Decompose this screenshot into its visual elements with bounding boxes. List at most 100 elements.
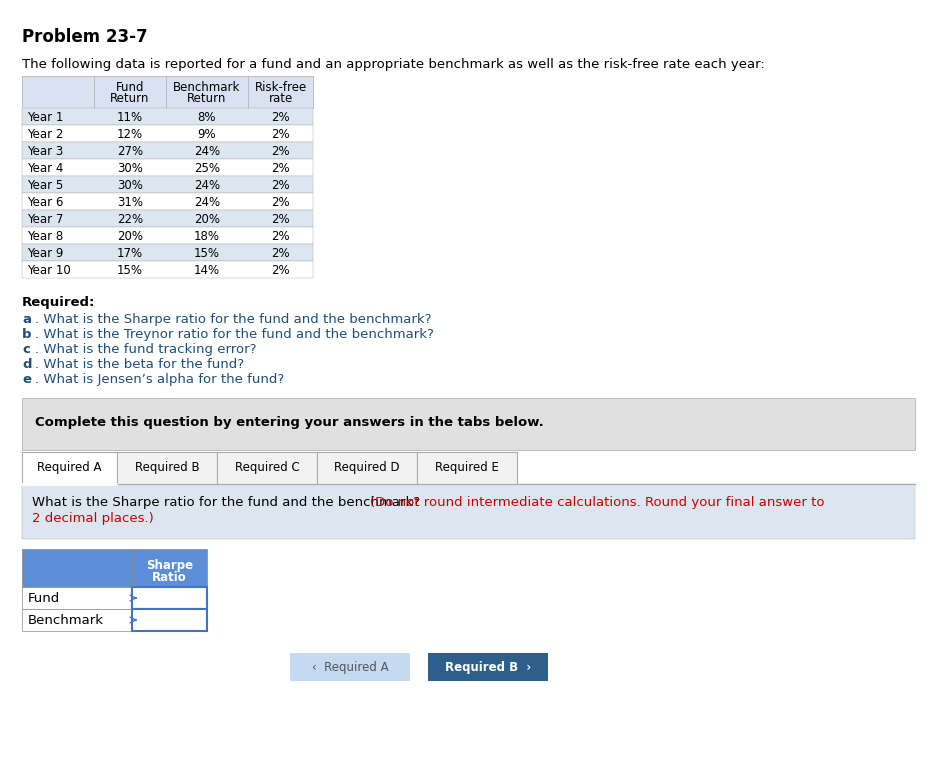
Text: . What is the fund tracking error?: . What is the fund tracking error?: [35, 343, 256, 356]
Text: Year 8: Year 8: [27, 230, 64, 243]
Text: 25%: 25%: [194, 162, 220, 175]
Text: 24%: 24%: [194, 145, 220, 158]
Bar: [428, 653, 548, 681]
Bar: [317, 452, 417, 484]
Text: 14%: 14%: [194, 264, 220, 277]
Text: b: b: [22, 328, 32, 341]
Bar: [22, 193, 313, 210]
Text: 20%: 20%: [117, 230, 143, 243]
Bar: [22, 227, 313, 244]
Text: 17%: 17%: [117, 247, 143, 260]
Bar: [23, 482, 116, 484]
Text: 2%: 2%: [271, 111, 290, 124]
Text: Year 2: Year 2: [27, 128, 64, 141]
Text: Required B: Required B: [135, 461, 199, 475]
Bar: [22, 484, 915, 539]
Bar: [290, 653, 410, 681]
Bar: [22, 176, 313, 193]
Text: 15%: 15%: [194, 247, 220, 260]
Text: a: a: [22, 313, 31, 326]
Text: (Do not round intermediate calculations. Round your final answer to: (Do not round intermediate calculations.…: [370, 496, 825, 509]
Text: Benchmark: Benchmark: [173, 81, 241, 94]
Bar: [22, 142, 313, 159]
Text: 24%: 24%: [194, 196, 220, 209]
Text: 22%: 22%: [117, 213, 143, 226]
Text: Year 9: Year 9: [27, 247, 64, 260]
Text: Required:: Required:: [22, 296, 95, 309]
Text: 20%: 20%: [194, 213, 220, 226]
Text: Year 6: Year 6: [27, 196, 64, 209]
Text: 2%: 2%: [271, 247, 290, 260]
Bar: [22, 108, 313, 125]
Text: Year 1: Year 1: [27, 111, 64, 124]
Text: Ratio: Ratio: [153, 571, 187, 584]
Text: Required B  ›: Required B ›: [445, 660, 531, 673]
Bar: [22, 261, 313, 278]
Text: 15%: 15%: [117, 264, 143, 277]
Text: . What is the Treynor ratio for the fund and the benchmark?: . What is the Treynor ratio for the fund…: [35, 328, 434, 341]
Bar: [22, 210, 313, 227]
Text: c: c: [22, 343, 30, 356]
Text: 2%: 2%: [271, 230, 290, 243]
Text: 30%: 30%: [117, 179, 143, 192]
Text: 18%: 18%: [194, 230, 220, 243]
Bar: [217, 452, 317, 484]
Text: 11%: 11%: [117, 111, 143, 124]
Text: 30%: 30%: [117, 162, 143, 175]
Text: . What is the beta for the fund?: . What is the beta for the fund?: [35, 358, 244, 371]
Text: . What is the Sharpe ratio for the fund and the benchmark?: . What is the Sharpe ratio for the fund …: [35, 313, 431, 326]
Text: 24%: 24%: [194, 179, 220, 192]
Text: Return: Return: [110, 92, 150, 105]
Text: 27%: 27%: [117, 145, 143, 158]
Text: 2%: 2%: [271, 213, 290, 226]
Bar: [132, 587, 207, 609]
Text: ‹  Required A: ‹ Required A: [312, 660, 388, 673]
Text: Year 3: Year 3: [27, 145, 64, 158]
Text: Fund: Fund: [116, 81, 144, 94]
Text: 12%: 12%: [117, 128, 143, 141]
Bar: [22, 609, 132, 631]
Text: Sharpe: Sharpe: [146, 559, 193, 572]
Text: Fund: Fund: [28, 592, 60, 605]
Bar: [132, 609, 207, 631]
Bar: [22, 159, 313, 176]
Text: rate: rate: [269, 92, 293, 105]
Bar: [22, 125, 313, 142]
Bar: [22, 452, 117, 484]
Text: Benchmark: Benchmark: [28, 614, 104, 627]
Text: 8%: 8%: [197, 111, 216, 124]
Bar: [117, 452, 217, 484]
Text: e: e: [22, 373, 31, 386]
Text: What is the Sharpe ratio for the fund and the benchmark?: What is the Sharpe ratio for the fund an…: [32, 496, 424, 509]
Text: 2 decimal places.): 2 decimal places.): [32, 512, 154, 525]
Text: Year 4: Year 4: [27, 162, 64, 175]
Text: 31%: 31%: [117, 196, 143, 209]
Bar: [22, 76, 313, 108]
Bar: [22, 587, 132, 609]
Text: 9%: 9%: [197, 128, 216, 141]
Text: Year 7: Year 7: [27, 213, 64, 226]
Bar: [22, 398, 915, 450]
Text: Required E: Required E: [435, 461, 499, 475]
Text: Required A: Required A: [37, 461, 102, 475]
Text: Return: Return: [187, 92, 227, 105]
Text: Year 5: Year 5: [27, 179, 64, 192]
Text: Required C: Required C: [235, 461, 300, 475]
Text: Risk-free: Risk-free: [255, 81, 307, 94]
Bar: [22, 549, 207, 587]
Text: 2%: 2%: [271, 162, 290, 175]
Text: Problem 23-7: Problem 23-7: [22, 28, 148, 46]
Text: 2%: 2%: [271, 145, 290, 158]
Bar: [22, 244, 313, 261]
Text: . What is Jensen’s alpha for the fund?: . What is Jensen’s alpha for the fund?: [35, 373, 285, 386]
Text: The following data is reported for a fund and an appropriate benchmark as well a: The following data is reported for a fun…: [22, 58, 765, 71]
Text: Complete this question by entering your answers in the tabs below.: Complete this question by entering your …: [35, 416, 544, 429]
Text: Required D: Required D: [334, 461, 400, 475]
Text: Year 10: Year 10: [27, 264, 71, 277]
Text: 2%: 2%: [271, 196, 290, 209]
Text: 2%: 2%: [271, 179, 290, 192]
Bar: [417, 452, 517, 484]
Text: 2%: 2%: [271, 264, 290, 277]
Text: d: d: [22, 358, 32, 371]
Text: 2%: 2%: [271, 128, 290, 141]
